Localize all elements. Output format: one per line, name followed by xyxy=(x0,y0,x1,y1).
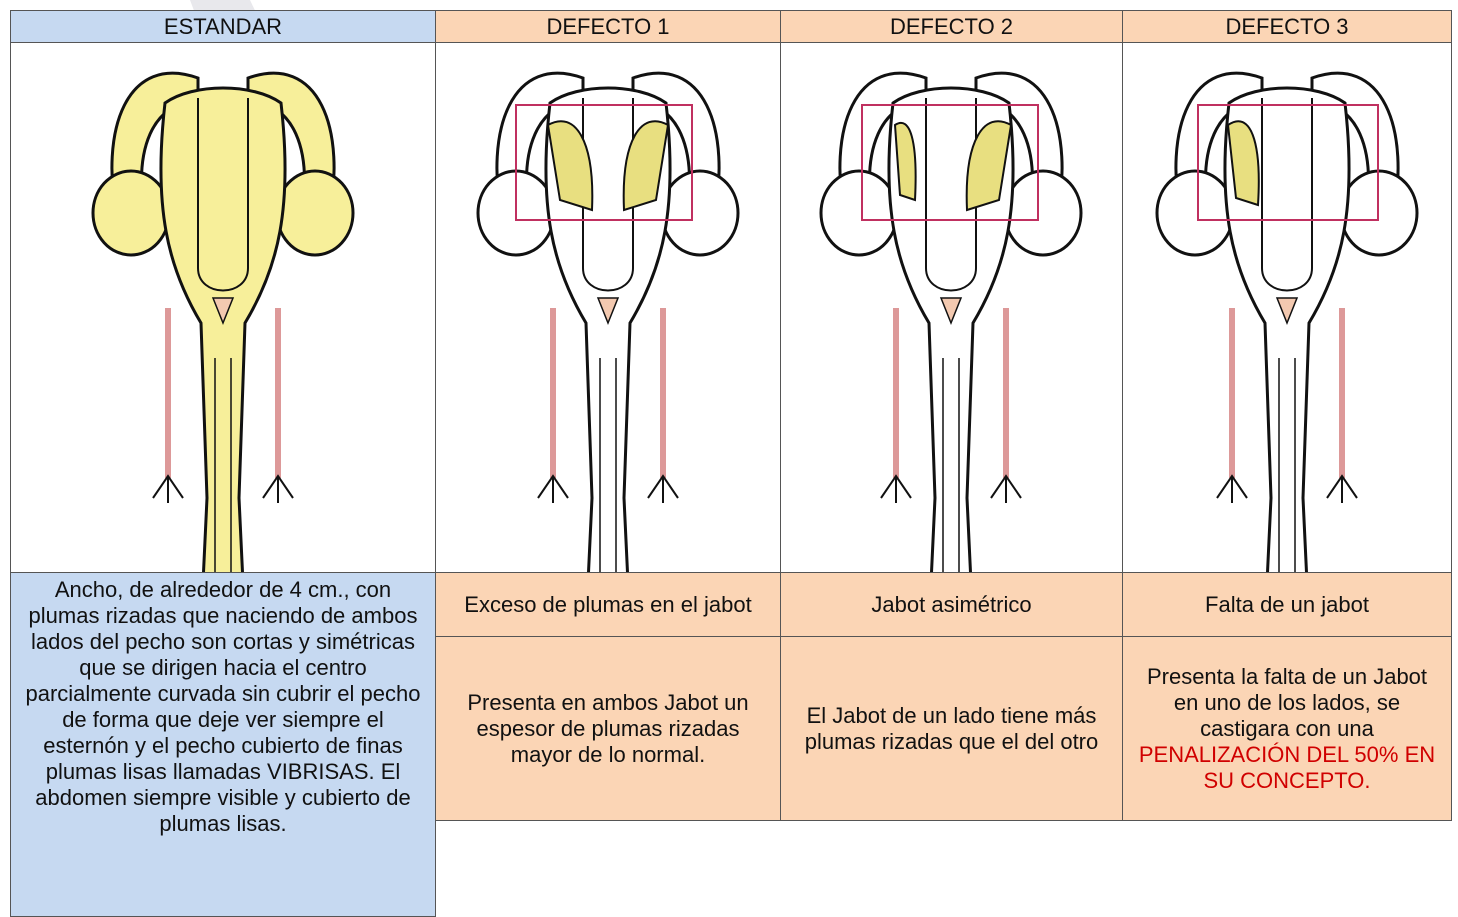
penalty-text: PENALIZACIÓN DEL 50% EN SU CONCEPTO. xyxy=(1138,741,1436,793)
bird-standard xyxy=(93,73,353,580)
bird-defect-1 xyxy=(478,73,738,580)
description-text: Presenta la falta de un Jabot en uno de … xyxy=(1133,664,1441,794)
header-cell: DEFECTO 1 xyxy=(435,10,781,43)
defect-description: Presenta en ambos Jabot un espesor de pl… xyxy=(435,636,781,821)
defect-title: Jabot asimétrico xyxy=(780,572,1123,637)
header-cell: DEFECTO 2 xyxy=(780,10,1123,43)
defect-title: Exceso de plumas en el jabot xyxy=(435,572,781,637)
header-cell: ESTANDAR xyxy=(10,10,436,43)
standard-description: Ancho, de alrededor de 4 cm., con plumas… xyxy=(10,572,436,917)
description-text: Presenta la falta de un Jabot en uno de … xyxy=(1146,663,1428,741)
defect-description: El Jabot de un lado tiene más plumas riz… xyxy=(780,636,1123,821)
defect-description: Presenta la falta de un Jabot en uno de … xyxy=(1122,636,1452,821)
description-text: Presenta en ambos Jabot un espesor de pl… xyxy=(467,689,749,767)
header-cell: DEFECTO 3 xyxy=(1122,10,1452,43)
description-text: El Jabot de un lado tiene más plumas riz… xyxy=(804,702,1099,754)
bird-defect-3 xyxy=(1157,73,1417,580)
defect-title: Falta de un jabot xyxy=(1122,572,1452,637)
bird-illustrations xyxy=(0,0,1458,580)
bird-defect-2 xyxy=(821,73,1081,580)
